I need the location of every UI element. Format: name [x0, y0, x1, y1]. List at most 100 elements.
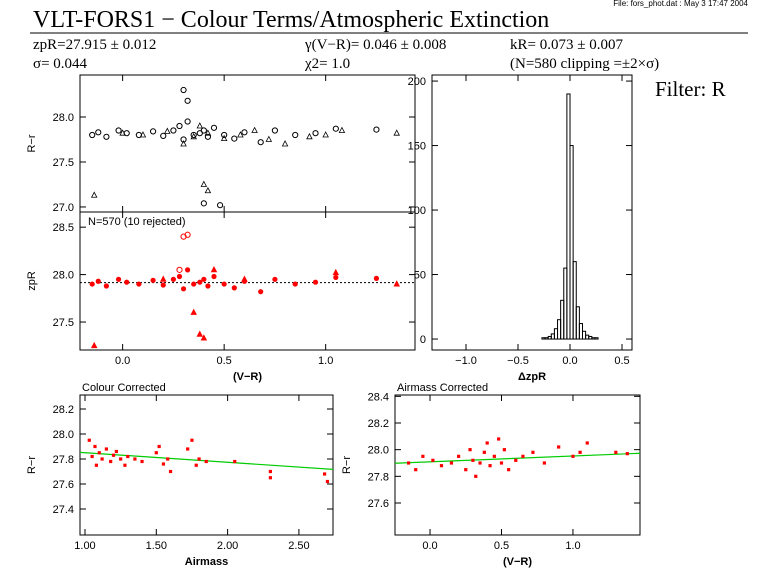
data-point: [216, 202, 224, 209]
data-point: [126, 454, 130, 459]
data-point: [140, 459, 144, 464]
panel-annotation: N=570 (10 rejected): [88, 216, 186, 228]
data-point: [204, 129, 212, 136]
data-point: [265, 135, 273, 142]
data-point: [281, 140, 289, 147]
data-point: [449, 461, 454, 465]
data-point: [164, 127, 171, 134]
panel-title: Airmass Corrected: [397, 382, 488, 394]
y-tick-label: 27.5: [53, 317, 74, 329]
data-point: [482, 450, 486, 454]
data-point: [221, 131, 228, 139]
data-point: [184, 118, 191, 125]
y-tick-label: 27.4: [53, 504, 74, 516]
data-point: [220, 134, 228, 141]
data-point: [180, 136, 187, 143]
data-point: [114, 449, 118, 454]
data-point: [210, 124, 218, 131]
data-point: [474, 474, 478, 478]
data-point: [373, 126, 380, 133]
data-point: [190, 438, 194, 442]
plot-frame: [79, 394, 334, 536]
data-point: [205, 283, 211, 289]
data-point: [200, 180, 208, 187]
data-point: [139, 131, 147, 138]
data-point: [204, 186, 212, 194]
data-point: [89, 281, 95, 287]
data-point: [191, 281, 197, 287]
data-point: [149, 128, 157, 135]
data-point: [585, 441, 589, 445]
gamma-text: γ(V−R)= 0.046 ± 0.008: [304, 37, 446, 53]
data-point: [166, 457, 170, 461]
data-point: [201, 276, 207, 282]
data-point: [485, 441, 489, 445]
data-point: [439, 464, 444, 468]
data-point: [457, 454, 461, 458]
data-point: [204, 133, 212, 140]
y-tick-label: 150: [408, 141, 426, 153]
data-point: [292, 131, 299, 139]
x-tick-label: 1.50: [146, 540, 167, 552]
data-point: [497, 437, 501, 441]
data-point: [268, 476, 272, 480]
data-point: [333, 274, 339, 281]
data-point: [233, 459, 237, 464]
data-point: [542, 461, 546, 465]
y-tick-label: 27.0: [53, 202, 74, 214]
histogram-bar: [575, 306, 580, 340]
data-point: [197, 279, 203, 285]
data-point: [90, 454, 94, 459]
data-point: [185, 267, 191, 273]
data-point: [200, 334, 208, 341]
data-point: [93, 444, 97, 449]
data-point: [393, 280, 400, 287]
data-point: [176, 266, 183, 273]
y-tick-label: 27.5: [53, 157, 74, 169]
data-point: [119, 457, 123, 461]
data-point: [100, 457, 104, 461]
data-point: [237, 131, 244, 138]
y-axis-label: R−r: [26, 134, 38, 152]
data-point: [332, 268, 340, 276]
data-point: [109, 459, 113, 464]
x-axis-label: (V−R): [503, 556, 532, 568]
x-tick-label: 2.00: [217, 540, 238, 552]
data-point: [190, 308, 197, 315]
x-tick-label: 0.0: [422, 540, 437, 552]
data-point: [190, 132, 197, 140]
data-point: [161, 462, 166, 466]
data-point: [492, 454, 496, 458]
data-point: [251, 126, 258, 133]
data-point: [257, 139, 264, 146]
x-axis-label: ΔzpR: [518, 371, 546, 383]
data-point: [170, 276, 176, 282]
data-point: [468, 448, 472, 452]
data-point: [241, 129, 248, 136]
filter-label: Filter: R: [655, 77, 726, 101]
x-tick-label: 0.5: [494, 540, 509, 552]
y-tick-label: 28.0: [368, 445, 389, 457]
data-point: [614, 450, 618, 454]
y-tick-label: 27.6: [368, 498, 389, 510]
x-tick-label: 0.0: [562, 355, 577, 367]
y-tick-label: 50: [414, 270, 426, 282]
data-point: [154, 451, 158, 455]
sigma-text: σ= 0.044: [33, 56, 88, 72]
data-point: [200, 200, 207, 207]
x-tick-label: 0.5: [614, 355, 629, 367]
data-point: [157, 444, 161, 449]
clip-text: (N=580 clipping =±2×σ): [510, 56, 659, 72]
data-point: [325, 479, 330, 484]
data-point: [421, 454, 425, 458]
data-point: [124, 279, 130, 285]
data-point: [160, 132, 167, 139]
data-point: [571, 454, 575, 458]
data-point: [180, 286, 187, 292]
data-point: [103, 283, 109, 289]
zp-text: zpR=27.915 ± 0.012: [33, 37, 156, 53]
data-point: [502, 448, 506, 452]
data-point: [184, 231, 191, 238]
data-point: [393, 129, 400, 136]
